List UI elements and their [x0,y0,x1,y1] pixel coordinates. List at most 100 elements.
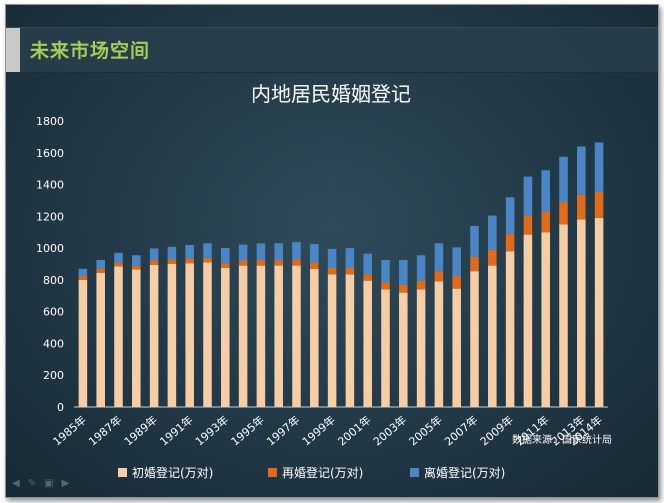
pen-icon[interactable]: ✎ [27,478,37,489]
bar-segment [78,275,88,280]
bar-segment [434,243,444,272]
y-tick-label: 1000 [36,242,64,255]
bar-segment [96,268,105,273]
x-tick-label: 1991年 [157,413,196,449]
bar-segment [132,255,141,266]
chart-title: 内地居民婚姻登记 [251,82,411,106]
bar-segment [327,248,337,268]
legend-label: 再婚登记(万对) [282,465,363,480]
bar-segment [185,244,194,259]
x-tick-label: 1999年 [299,413,338,449]
bar-segment [149,264,159,407]
bar-segment [274,265,283,407]
bar-segment [416,255,426,281]
bar-segment [559,224,568,407]
bar-segment [559,202,568,225]
slide: 未来市场空间 内地居民婚姻登记 0 200 400 600 800 1000 1200 1400… [5,4,659,498]
bar-segment [310,268,319,407]
bar-segment [470,225,479,257]
bar-segment [452,275,461,289]
bar-segment [381,289,390,407]
bar-segment [221,248,230,264]
bar-segment [149,248,159,261]
bar-segment [203,257,212,263]
bar-segment [114,266,123,407]
bar-segment [185,258,194,264]
bar-segment [577,146,586,195]
bar-segment [274,260,283,266]
bar-segment [78,279,88,407]
x-tick-label: 2007年 [442,413,481,449]
bar-segment [416,289,426,407]
y-tick-label: 1400 [36,179,64,192]
back-arrow-icon[interactable]: ◀ [12,478,20,489]
stacked-bar-chart: 内地居民婚姻登记 0 200 400 600 800 1000 1200 1400 1600 180… [36,82,612,480]
bar-segment [167,264,177,407]
bar-segment [221,263,230,268]
bar-segment [434,281,444,407]
x-tick-label: 2001年 [335,413,374,449]
bar-segment [381,282,390,290]
y-tick-label: 400 [43,337,64,350]
bar-segment [78,268,88,276]
bar-segment [523,234,533,407]
title-bar: 未来市场空间 [6,27,658,73]
bar-segment [470,256,479,272]
bar-segment [559,156,568,203]
bar-segment [221,267,230,407]
legend-swatch [118,468,127,477]
bar-segment [488,215,497,250]
bar-segment [238,244,248,261]
bar-segment [505,233,515,252]
bar-segment [327,274,337,407]
y-tick-label: 200 [43,369,64,382]
source-note: 数据来源：国家统计局 [512,433,612,446]
forward-arrow-icon[interactable]: ▶ [61,478,70,489]
bar-segment [363,253,372,275]
bar-segment [541,232,550,407]
bar-segment [203,262,212,407]
y-tick-label: 600 [43,306,64,319]
x-tick-label: 1985年 [50,413,89,449]
slide-icon[interactable]: ▣ [44,478,54,489]
y-tick-label: 1800 [36,115,64,128]
bar-segment [399,284,408,293]
x-tick-label: 2005年 [406,413,445,449]
bar-segment [488,249,497,266]
bar-segment [327,267,337,275]
slideshow-controls: ◀ ✎ ▣ ▶ [12,479,69,489]
bar-segment [416,280,426,290]
bar-segment [96,272,105,407]
legend-label: 离婚登记(万对) [424,465,505,480]
bar-segment [132,265,141,270]
bar-segment [114,262,123,267]
bar-segment [363,280,372,407]
bar-segment [452,288,461,407]
bar-segment [505,197,515,234]
bar-segment [345,274,355,407]
bar-segment [577,219,586,407]
bar-segment [310,244,319,263]
x-tick-label: 1989年 [121,413,160,449]
bar-segment [594,191,604,218]
bar-segment [470,271,479,407]
bar-segment [345,267,355,275]
bar-segment [434,271,444,282]
bar-segment [256,260,266,266]
bar-segment [541,170,550,212]
bar-segment [523,215,533,235]
y-tick-label: 1600 [36,147,64,160]
bar-segment [256,243,266,261]
bar-segment [452,247,461,276]
x-tick-label: 1997年 [264,413,303,449]
bar-segment [114,252,123,263]
bar-segment [96,260,105,269]
bar-segment [399,292,408,407]
bar-segment [132,269,141,407]
bar-segment [167,246,177,260]
bar-segment [594,217,604,407]
x-tick-label: 1987年 [86,413,125,449]
bar-segment [274,243,283,261]
bar-segment [167,259,177,264]
bar-segment [292,259,301,266]
